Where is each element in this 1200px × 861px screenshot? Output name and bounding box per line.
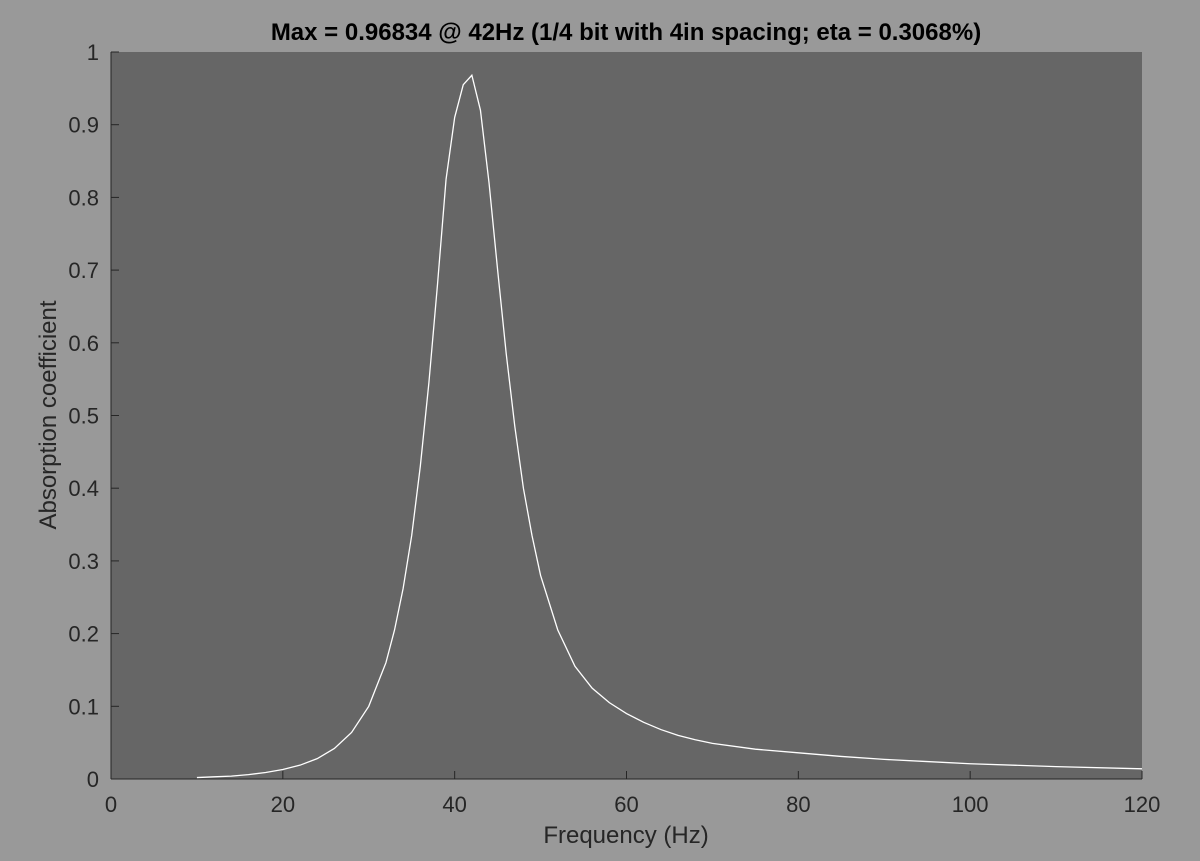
- y-tick-label: 0.5: [68, 404, 99, 429]
- y-axis-label: Absorption coefficient: [35, 300, 62, 529]
- absorption-curve: [196, 73, 1143, 779]
- y-tick-label: 0.1: [68, 694, 99, 719]
- x-tick-label: 100: [952, 792, 989, 817]
- x-tick-label: 0: [105, 792, 117, 817]
- chart-title: Max = 0.96834 @ 42Hz (1/4 bit with 4in s…: [271, 19, 981, 46]
- y-tick-label: 0.8: [68, 185, 99, 210]
- y-tick-label: 0.6: [68, 331, 99, 356]
- x-axis-label: Frequency (Hz): [543, 822, 708, 849]
- y-tick-label: 1: [87, 40, 99, 65]
- x-axis: 0 20 40 60 80 100 120: [105, 771, 1160, 817]
- y-tick-label: 0.2: [68, 622, 99, 647]
- x-tick-label: 60: [614, 792, 638, 817]
- y-tick-label: 0.7: [68, 258, 99, 283]
- x-tick-label: 80: [786, 792, 810, 817]
- x-tick-label: 40: [442, 792, 466, 817]
- y-tick-label: 0.4: [68, 476, 99, 501]
- y-axis: 0 0.1 0.2 0.3 0.4 0.5 0.6 0.7 0.8 0.9 1: [68, 40, 119, 792]
- y-tick-label: 0.3: [68, 549, 99, 574]
- x-tick-label: 20: [271, 792, 295, 817]
- x-tick-label: 120: [1124, 792, 1161, 817]
- plot-area: [111, 52, 1142, 779]
- y-tick-label: 0.9: [68, 113, 99, 138]
- y-tick-label: 0: [87, 767, 99, 792]
